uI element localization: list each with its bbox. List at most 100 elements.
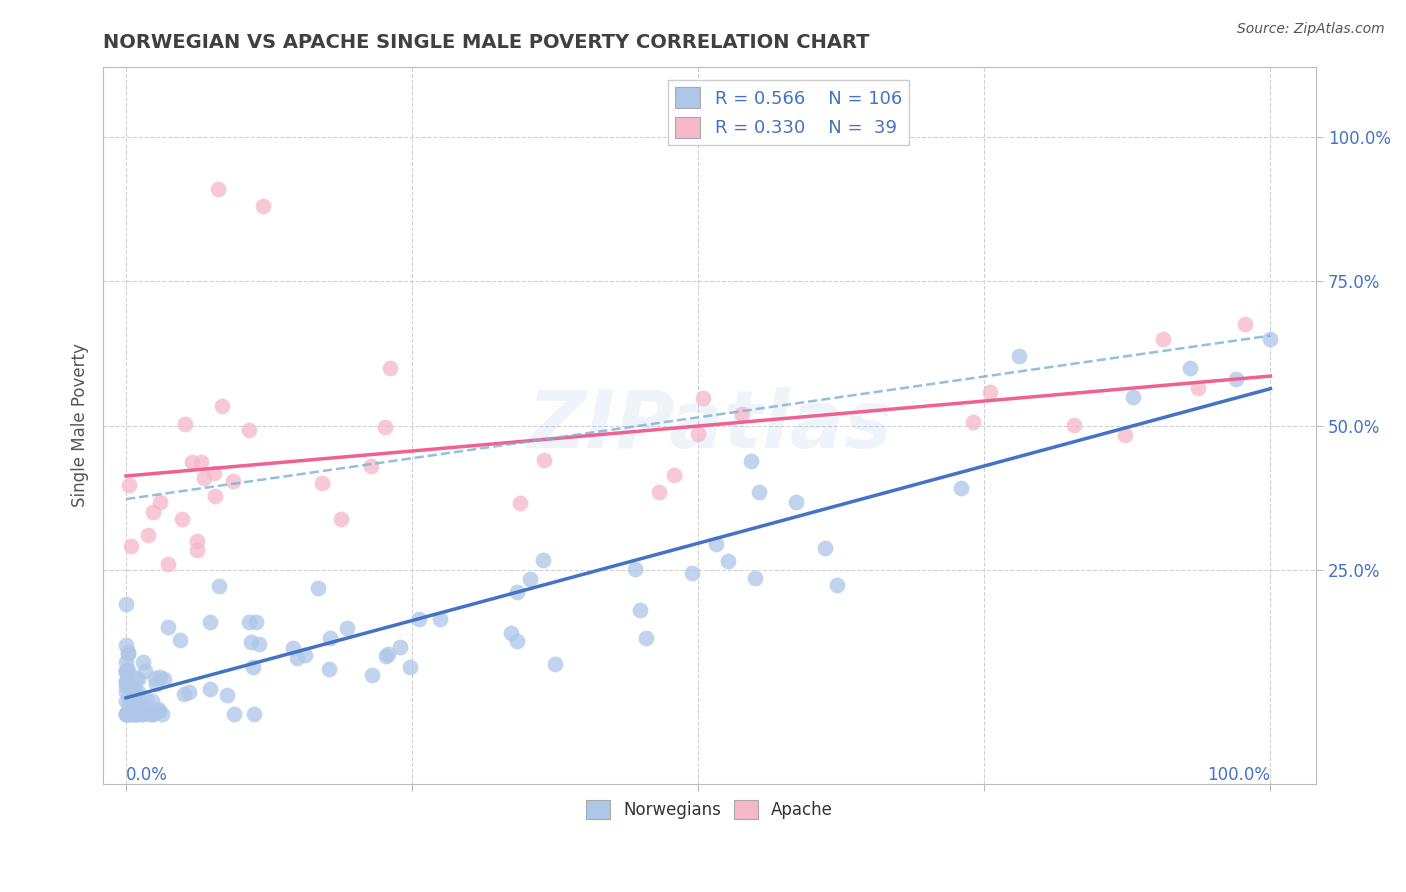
Point xyxy=(169,632,191,647)
Point xyxy=(252,199,274,213)
Point xyxy=(122,707,145,722)
Point xyxy=(186,533,208,548)
Point xyxy=(122,707,145,722)
Point xyxy=(129,700,152,714)
Point xyxy=(198,615,221,629)
Point xyxy=(311,476,333,491)
Point xyxy=(827,578,849,592)
Point xyxy=(1233,318,1256,332)
Text: 100.0%: 100.0% xyxy=(1208,766,1271,784)
Point xyxy=(122,682,145,697)
Point xyxy=(117,707,139,722)
Point xyxy=(132,707,155,722)
Point xyxy=(120,707,142,722)
Point xyxy=(125,707,148,722)
Point xyxy=(814,541,837,555)
Point xyxy=(1187,381,1209,395)
Point xyxy=(141,694,163,708)
Point xyxy=(378,360,401,375)
Point xyxy=(115,707,138,722)
Point xyxy=(125,698,148,713)
Point xyxy=(688,426,710,441)
Point xyxy=(115,685,138,699)
Point xyxy=(125,707,148,722)
Point xyxy=(146,701,169,715)
Point xyxy=(740,453,762,467)
Point xyxy=(623,561,645,575)
Point xyxy=(681,566,703,580)
Point xyxy=(125,707,148,722)
Point xyxy=(377,647,399,661)
Point xyxy=(127,685,149,699)
Point xyxy=(142,505,165,519)
Point xyxy=(533,452,555,467)
Point xyxy=(115,655,138,669)
Text: Source: ZipAtlas.com: Source: ZipAtlas.com xyxy=(1237,22,1385,37)
Point xyxy=(131,707,153,722)
Point xyxy=(962,415,984,429)
Point xyxy=(704,537,727,551)
Point xyxy=(127,672,149,686)
Point xyxy=(307,581,329,595)
Point xyxy=(125,671,148,685)
Point xyxy=(170,512,193,526)
Point xyxy=(628,603,651,617)
Point xyxy=(207,181,229,195)
Point xyxy=(224,707,246,722)
Point xyxy=(186,543,208,558)
Point xyxy=(115,707,138,722)
Point xyxy=(319,631,342,645)
Point xyxy=(115,665,138,679)
Point xyxy=(1260,332,1282,346)
Point xyxy=(143,671,166,685)
Point xyxy=(375,648,398,663)
Point xyxy=(950,481,973,495)
Point xyxy=(115,597,138,611)
Point xyxy=(190,455,212,469)
Point xyxy=(134,664,156,678)
Point xyxy=(152,673,174,687)
Point xyxy=(647,484,669,499)
Point xyxy=(115,665,138,679)
Point xyxy=(148,704,170,718)
Point xyxy=(193,471,215,485)
Point xyxy=(374,420,396,434)
Point xyxy=(222,475,245,489)
Point xyxy=(662,468,685,483)
Point xyxy=(138,707,160,722)
Point xyxy=(744,571,766,585)
Point xyxy=(318,662,340,676)
Y-axis label: Single Male Poverty: Single Male Poverty xyxy=(72,343,89,508)
Point xyxy=(247,637,270,651)
Point xyxy=(117,645,139,659)
Point xyxy=(115,679,138,693)
Point xyxy=(636,631,658,645)
Point xyxy=(281,640,304,655)
Point xyxy=(748,485,770,500)
Legend: Norwegians, Apache: Norwegians, Apache xyxy=(579,793,839,826)
Point xyxy=(506,634,529,648)
Point xyxy=(285,651,308,665)
Point xyxy=(204,466,226,480)
Point xyxy=(173,417,195,431)
Point xyxy=(141,707,163,722)
Point xyxy=(150,707,173,722)
Point xyxy=(135,693,157,707)
Point xyxy=(208,578,231,592)
Point xyxy=(149,670,172,684)
Point xyxy=(238,423,260,437)
Point xyxy=(115,673,138,688)
Point xyxy=(360,458,382,473)
Point xyxy=(136,528,159,542)
Point xyxy=(245,615,267,630)
Point xyxy=(117,647,139,661)
Point xyxy=(179,685,201,699)
Point xyxy=(1225,372,1247,386)
Point xyxy=(335,621,357,635)
Point xyxy=(389,640,412,654)
Point xyxy=(115,664,138,678)
Point xyxy=(121,683,143,698)
Point xyxy=(1114,427,1136,442)
Point xyxy=(1152,332,1174,346)
Point xyxy=(115,707,138,722)
